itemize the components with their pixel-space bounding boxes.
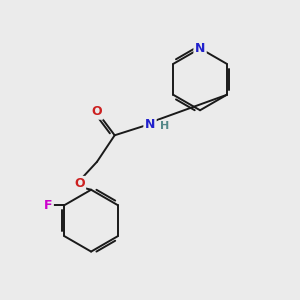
Text: H: H <box>160 122 169 131</box>
Text: O: O <box>74 177 85 190</box>
Text: N: N <box>195 42 205 55</box>
Text: N: N <box>145 118 155 131</box>
Text: O: O <box>92 105 102 118</box>
Text: F: F <box>44 199 52 212</box>
